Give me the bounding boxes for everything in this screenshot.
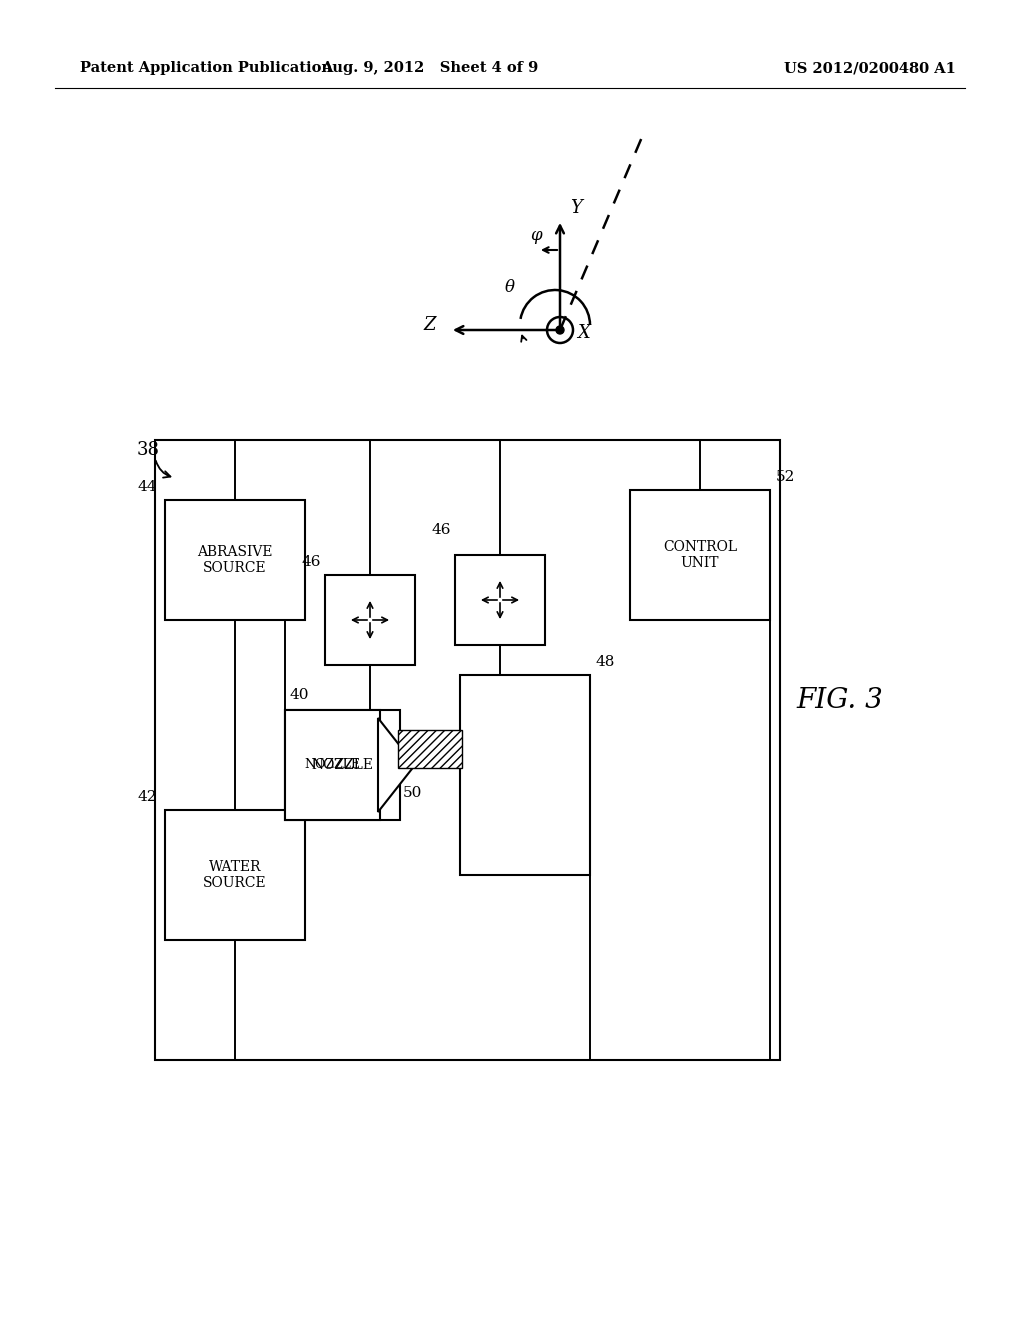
Text: φ: φ xyxy=(530,227,542,243)
Text: WATER
SOURCE: WATER SOURCE xyxy=(203,859,267,890)
Text: 48: 48 xyxy=(596,655,615,669)
Text: 50: 50 xyxy=(403,785,422,800)
Bar xyxy=(285,710,400,820)
Text: 40: 40 xyxy=(290,688,309,702)
Text: CONTROL
UNIT: CONTROL UNIT xyxy=(663,540,737,570)
Text: ABRASIVE
SOURCE: ABRASIVE SOURCE xyxy=(198,545,272,576)
Text: FIG. 3: FIG. 3 xyxy=(797,686,884,714)
Bar xyxy=(325,576,415,665)
Text: 38: 38 xyxy=(136,441,160,459)
Text: θ: θ xyxy=(505,280,515,297)
Circle shape xyxy=(556,326,564,334)
Text: Aug. 9, 2012   Sheet 4 of 9: Aug. 9, 2012 Sheet 4 of 9 xyxy=(322,61,539,75)
Text: NOZZLE: NOZZLE xyxy=(311,758,374,772)
Bar xyxy=(165,500,305,620)
Text: 46: 46 xyxy=(431,523,451,537)
Text: NOZZLE: NOZZLE xyxy=(304,759,360,771)
Text: X: X xyxy=(577,323,590,342)
Text: US 2012/0200480 A1: US 2012/0200480 A1 xyxy=(784,61,956,75)
Polygon shape xyxy=(378,718,415,812)
Text: 44: 44 xyxy=(137,480,157,494)
Text: 52: 52 xyxy=(776,470,796,484)
Bar xyxy=(285,710,380,820)
Bar xyxy=(455,554,545,645)
Text: Patent Application Publication: Patent Application Publication xyxy=(80,61,332,75)
Text: Z: Z xyxy=(424,315,436,334)
Bar xyxy=(165,810,305,940)
Text: Y: Y xyxy=(570,199,582,216)
Bar xyxy=(460,675,590,875)
Bar xyxy=(630,490,770,620)
Text: 46: 46 xyxy=(301,554,321,569)
Bar xyxy=(155,440,780,1060)
Bar xyxy=(398,730,462,768)
Text: 42: 42 xyxy=(137,789,157,804)
